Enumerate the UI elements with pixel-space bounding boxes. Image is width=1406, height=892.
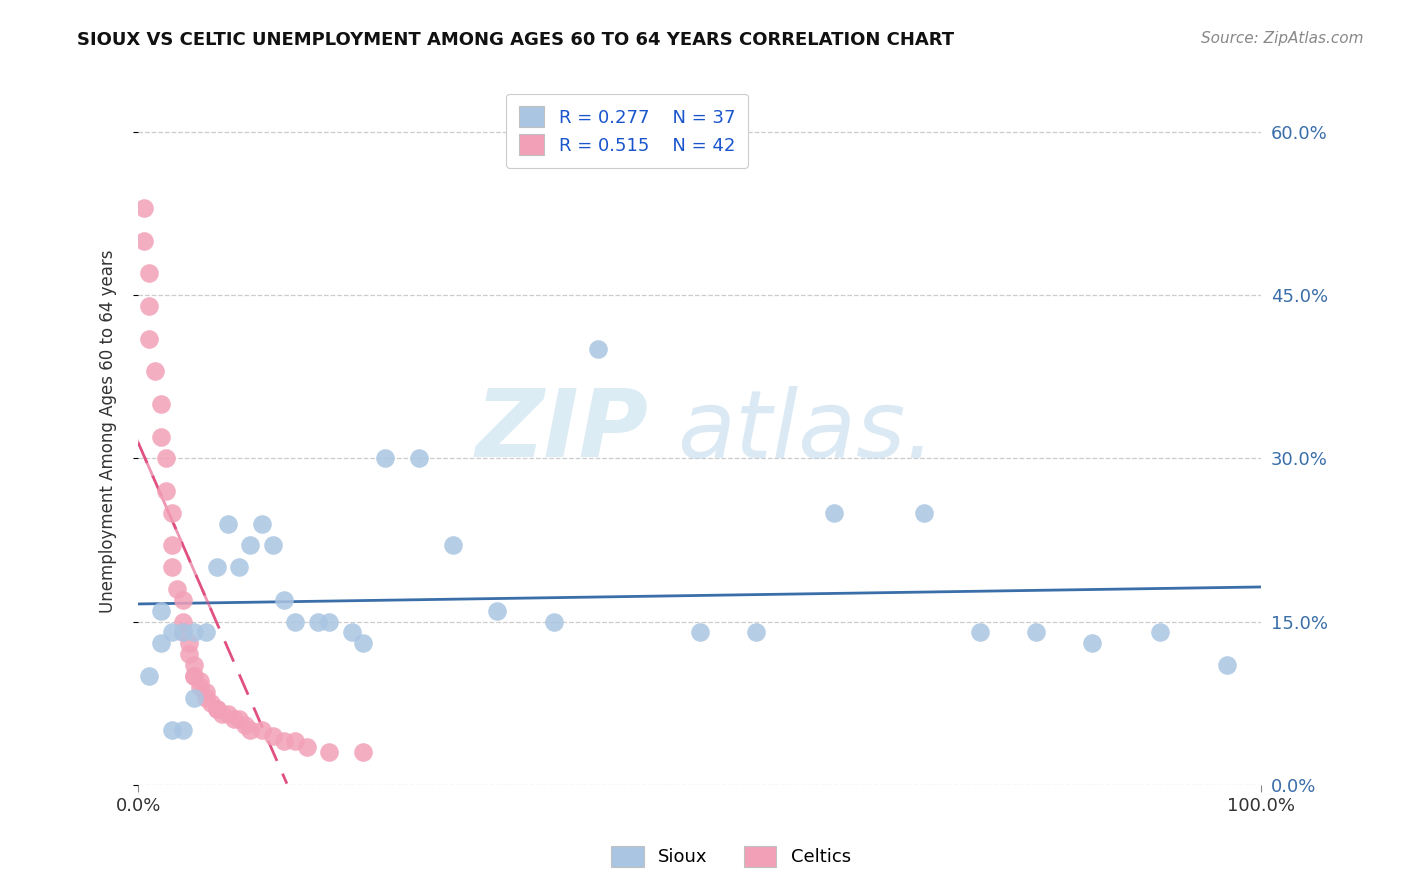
- Point: [340, 625, 363, 640]
- Point: [284, 615, 307, 629]
- Point: [228, 713, 250, 727]
- Point: [352, 636, 374, 650]
- Point: [273, 734, 295, 748]
- Point: [408, 451, 430, 466]
- Point: [307, 615, 329, 629]
- Point: [160, 723, 183, 738]
- Point: [160, 560, 183, 574]
- Point: [205, 701, 228, 715]
- Point: [284, 734, 307, 748]
- Point: [132, 234, 155, 248]
- Point: [183, 669, 205, 683]
- Point: [183, 669, 205, 683]
- Point: [138, 332, 160, 346]
- Point: [441, 538, 464, 552]
- Legend: R = 0.277    N = 37, R = 0.515    N = 42: R = 0.277 N = 37, R = 0.515 N = 42: [506, 94, 748, 168]
- Point: [172, 723, 194, 738]
- Text: Source: ZipAtlas.com: Source: ZipAtlas.com: [1201, 31, 1364, 46]
- Point: [149, 429, 172, 443]
- Point: [183, 658, 205, 673]
- Text: atlas.: atlas.: [678, 385, 935, 476]
- Point: [262, 729, 284, 743]
- Point: [155, 451, 177, 466]
- Point: [172, 615, 194, 629]
- Point: [155, 483, 177, 498]
- Point: [374, 451, 396, 466]
- Point: [239, 723, 262, 738]
- Point: [211, 706, 233, 721]
- Point: [172, 592, 194, 607]
- Point: [149, 636, 172, 650]
- Text: SIOUX VS CELTIC UNEMPLOYMENT AMONG AGES 60 TO 64 YEARS CORRELATION CHART: SIOUX VS CELTIC UNEMPLOYMENT AMONG AGES …: [77, 31, 955, 49]
- Point: [172, 625, 194, 640]
- Point: [486, 604, 509, 618]
- Point: [543, 615, 565, 629]
- Point: [233, 718, 256, 732]
- Point: [969, 625, 991, 640]
- Point: [250, 516, 273, 531]
- Point: [689, 625, 711, 640]
- Point: [194, 690, 217, 705]
- Point: [200, 696, 222, 710]
- Point: [318, 615, 340, 629]
- Point: [183, 690, 205, 705]
- Point: [188, 680, 211, 694]
- Point: [352, 745, 374, 759]
- Point: [205, 560, 228, 574]
- Point: [228, 560, 250, 574]
- Point: [1081, 636, 1104, 650]
- Point: [143, 364, 166, 378]
- Point: [205, 701, 228, 715]
- Point: [588, 343, 610, 357]
- Point: [262, 538, 284, 552]
- Point: [138, 266, 160, 280]
- Legend: Sioux, Celtics: Sioux, Celtics: [605, 838, 858, 874]
- Point: [1025, 625, 1047, 640]
- Point: [1216, 658, 1239, 673]
- Point: [177, 647, 200, 661]
- Point: [194, 685, 217, 699]
- Point: [160, 625, 183, 640]
- Point: [188, 674, 211, 689]
- Point: [177, 636, 200, 650]
- Point: [239, 538, 262, 552]
- Point: [295, 739, 318, 754]
- Point: [1149, 625, 1171, 640]
- Point: [132, 201, 155, 215]
- Point: [823, 506, 845, 520]
- Point: [149, 397, 172, 411]
- Point: [217, 706, 239, 721]
- Point: [149, 604, 172, 618]
- Point: [160, 538, 183, 552]
- Y-axis label: Unemployment Among Ages 60 to 64 years: Unemployment Among Ages 60 to 64 years: [100, 250, 117, 613]
- Point: [172, 625, 194, 640]
- Point: [744, 625, 766, 640]
- Point: [138, 669, 160, 683]
- Text: ZIP: ZIP: [475, 385, 648, 477]
- Point: [160, 506, 183, 520]
- Point: [138, 299, 160, 313]
- Point: [273, 592, 295, 607]
- Point: [217, 516, 239, 531]
- Point: [912, 506, 935, 520]
- Point: [183, 625, 205, 640]
- Point: [318, 745, 340, 759]
- Point: [250, 723, 273, 738]
- Point: [166, 582, 188, 596]
- Point: [222, 713, 245, 727]
- Point: [194, 625, 217, 640]
